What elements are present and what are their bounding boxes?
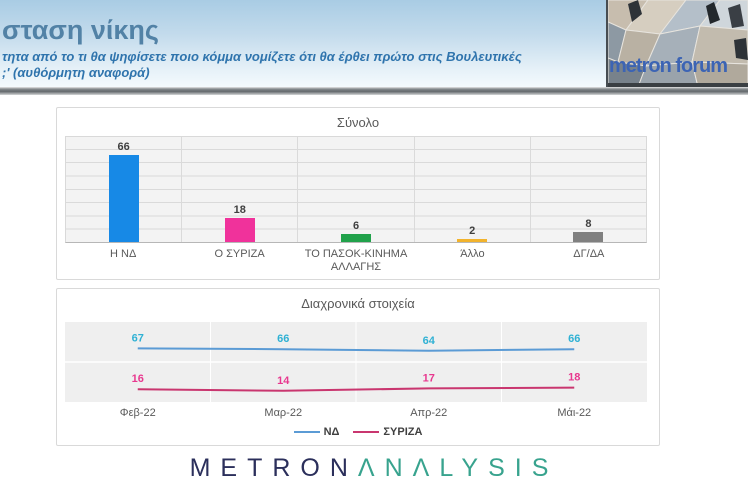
bar-value-label: 6 bbox=[352, 220, 360, 233]
x-axis-label: Απρ-22 bbox=[410, 407, 448, 419]
bar bbox=[108, 155, 139, 242]
bar-value-label: 2 bbox=[469, 225, 476, 238]
bar-column: 6 bbox=[298, 137, 415, 242]
page-subtitle-line2: ;' (αυθόρμητη αναφορά) bbox=[2, 65, 150, 80]
metron-forum-wordmark: metron forum bbox=[609, 55, 728, 77]
point-value-label: 14 bbox=[277, 375, 290, 387]
line-chart-plot-area: 67 66 64 66 16 14 17 18 bbox=[65, 322, 647, 402]
bar-chart-title: Σύνολο bbox=[336, 115, 380, 130]
bar-category-label: Η ΝΔ bbox=[110, 248, 137, 260]
point-value-label: 18 bbox=[568, 372, 580, 384]
line-chart-panel: Διαχρονικά στοιχεία 67 66 64 66 16 14 17 18 Φεβ… bbox=[56, 288, 660, 446]
bar-category-label: Άλλο bbox=[460, 248, 485, 260]
bar-category-label: ΤΟ ΠΑΣΟΚ-ΚΙΝΗΜΑ ΑΛΛΑΓΗΣ bbox=[304, 248, 408, 273]
legend-label: ΣΥΡΙΖΑ bbox=[383, 426, 423, 438]
line-chart-title: Διαχρονικά στοιχεία bbox=[301, 296, 415, 311]
brand-analysis-text: ΛNΛLYSIS bbox=[357, 454, 559, 482]
point-value-label: 66 bbox=[277, 333, 289, 345]
bar-column: 8 bbox=[531, 137, 646, 242]
page-title: σταση νίκης bbox=[2, 15, 159, 45]
legend-item-ΣΥΡΙΖΑ: ΣΥΡΙΖΑ bbox=[353, 426, 422, 438]
legend-line-swatch bbox=[293, 431, 320, 433]
point-value-label: 64 bbox=[423, 335, 436, 347]
legend-item-ΝΔ: ΝΔ bbox=[293, 426, 340, 438]
header-text-block: σταση νίκης τητα από το τι θα ψηφίσετε π… bbox=[2, 16, 602, 81]
point-value-label: 66 bbox=[568, 333, 580, 345]
bar-category-label: ΔΓ/ΔΑ bbox=[573, 248, 605, 260]
x-axis-label: Μάι-22 bbox=[557, 407, 592, 419]
header-divider-bar bbox=[0, 87, 748, 95]
bar-column: 66 bbox=[66, 137, 183, 242]
point-value-label: 16 bbox=[132, 373, 144, 385]
bar-column: 2 bbox=[415, 137, 531, 242]
line-chart-x-axis: Φεβ-22 Μαρ-22 Απρ-22 Μάι-22 bbox=[65, 407, 647, 419]
bar bbox=[457, 239, 488, 242]
bar-column: 18 bbox=[182, 137, 299, 242]
page-subtitle-line1: τητα από το τι θα ψηφίσετε ποιο κόμμα νο… bbox=[2, 49, 522, 64]
trend-line-ΝΔ bbox=[137, 347, 575, 352]
bar bbox=[224, 218, 255, 242]
bar-value-label: 66 bbox=[117, 141, 130, 154]
bar bbox=[573, 231, 604, 242]
brand-metron-text: METRON bbox=[189, 454, 358, 482]
bar-chart-panel: Σύνολο 66 18 6 2 8 Η ΝΔ Ο ΣΥΡΙΖΑ ΤΟ ΠΑΣΟΚ-ΚΙΝΗ… bbox=[56, 107, 660, 280]
legend-line-swatch bbox=[353, 431, 380, 433]
trend-line-ΣΥΡΙΖΑ bbox=[137, 386, 575, 392]
bar-value-label: 18 bbox=[233, 204, 246, 217]
point-value-label: 67 bbox=[132, 332, 144, 344]
header-banner: σταση νίκης τητα από το τι θα ψηφίσετε π… bbox=[0, 0, 748, 87]
bar-chart-plot-area: 66 18 6 2 8 bbox=[65, 136, 647, 243]
mirror-mosaic-photo bbox=[608, 0, 748, 87]
trend-lines-svg: 67 66 64 66 16 14 17 18 bbox=[65, 322, 647, 402]
bar-value-label: 8 bbox=[585, 217, 592, 230]
x-axis-label: Φεβ-22 bbox=[119, 407, 156, 419]
bar-chart-category-axis: Η ΝΔ Ο ΣΥΡΙΖΑ ΤΟ ΠΑΣΟΚ-ΚΙΝΗΜΑ ΑΛΛΑΓΗΣ Άλλο Δ… bbox=[65, 248, 647, 274]
line-chart-legend: ΝΔ ΣΥΡΙΖΑ bbox=[57, 426, 659, 438]
bar bbox=[341, 234, 371, 242]
bar-category-label: Ο ΣΥΡΙΖΑ bbox=[214, 248, 265, 260]
legend-label: ΝΔ bbox=[323, 426, 340, 438]
point-value-label: 17 bbox=[423, 372, 435, 384]
metron-analysis-logo: METRONΛNΛLYSIS bbox=[0, 454, 748, 483]
x-axis-label: Μαρ-22 bbox=[264, 407, 303, 419]
metron-forum-logo: metron forum bbox=[606, 0, 748, 87]
